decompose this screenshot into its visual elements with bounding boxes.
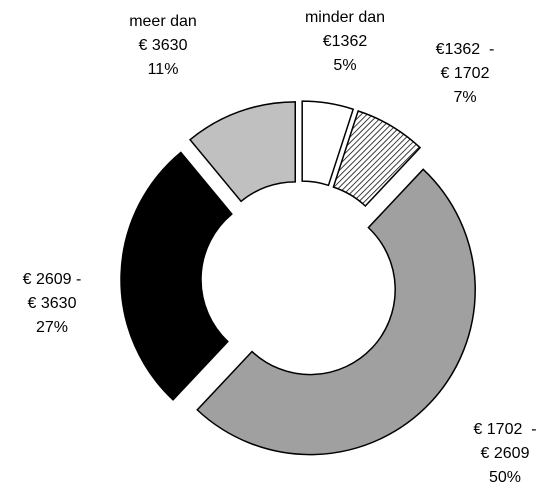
- percent-label: 27%: [35, 319, 69, 336]
- segment-label: €1362 - € 1702 7%: [436, 38, 495, 110]
- percent-label: 5%: [333, 57, 357, 74]
- category-label: meer dan € 3630: [129, 13, 197, 54]
- donut-segment: [189, 101, 297, 203]
- percent-label: 11%: [147, 61, 179, 78]
- segment-label: meer dan € 3630 11%: [129, 10, 197, 82]
- donut-segment: [196, 168, 476, 456]
- segment-label: € 1702 - € 2609 50%: [473, 418, 536, 490]
- percent-label: 7%: [453, 89, 477, 106]
- category-label: € 1702 - € 2609: [473, 421, 537, 462]
- donut-segment: [301, 100, 355, 187]
- category-label: € 2609 - € 3630: [22, 271, 82, 312]
- category-label: minder dan €1362: [304, 9, 386, 50]
- percent-label: 50%: [488, 469, 522, 486]
- category-label: €1362 - € 1702: [435, 41, 495, 82]
- segment-label: € 2609 - € 3630 27%: [23, 268, 82, 340]
- donut-segment: [332, 110, 422, 208]
- segment-label: minder dan €1362 5%: [305, 6, 385, 78]
- donut-segment: [120, 151, 233, 401]
